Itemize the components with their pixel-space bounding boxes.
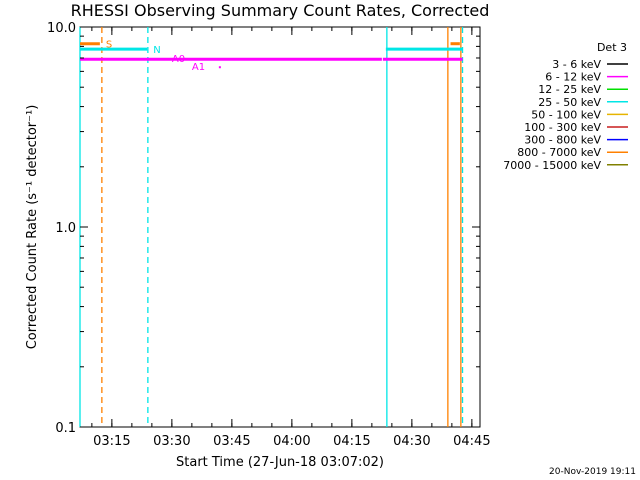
plot-area bbox=[79, 26, 481, 428]
legend-entry-label: 6 - 12 keV bbox=[545, 71, 601, 84]
timestamp: 20-Nov-2019 19:11 bbox=[549, 467, 636, 477]
attenuator-label: A0 bbox=[172, 54, 185, 65]
x-tick-label: 04:00 bbox=[273, 434, 310, 449]
attenuator-point bbox=[198, 58, 201, 61]
legend-entry-label: 50 - 100 keV bbox=[531, 108, 601, 121]
y-tick-label: 10.0 bbox=[47, 21, 76, 36]
x-tick-label: 03:15 bbox=[93, 434, 130, 449]
x-tick-label: 04:30 bbox=[393, 434, 430, 449]
y-axis-label: Corrected Count Rate (s⁻¹ detector⁻¹) bbox=[25, 105, 40, 350]
x-axis-label: Start Time (27-Jun-18 03:07:02) bbox=[176, 455, 384, 470]
y-tick-label: 1.0 bbox=[55, 221, 76, 236]
x-tick-label: 04:45 bbox=[453, 434, 490, 449]
y-tick-label: 0.1 bbox=[55, 421, 76, 436]
x-tick-label: 04:15 bbox=[333, 434, 370, 449]
legend-entry-label: 7000 - 15000 keV bbox=[503, 159, 601, 172]
chart-title: RHESSI Observing Summary Count Rates, Co… bbox=[71, 1, 490, 20]
legend-entry-label: 800 - 7000 keV bbox=[517, 146, 601, 159]
x-tick-label: 03:30 bbox=[153, 434, 190, 449]
flag-label: N bbox=[153, 45, 160, 56]
attenuator-point bbox=[218, 66, 221, 69]
legend-entry-label: 12 - 25 keV bbox=[538, 83, 601, 96]
legend-entry-label: 25 - 50 keV bbox=[538, 96, 601, 109]
x-tick-label: 03:45 bbox=[213, 434, 250, 449]
attenuator-label: A1 bbox=[192, 62, 205, 73]
legend-title: Det 3 bbox=[597, 41, 627, 54]
legend-entry-label: 100 - 300 keV bbox=[524, 121, 601, 134]
legend-entry-label: 300 - 800 keV bbox=[524, 134, 601, 147]
legend-entry-label: 3 - 6 keV bbox=[552, 58, 601, 71]
flag-label: S bbox=[106, 40, 112, 51]
